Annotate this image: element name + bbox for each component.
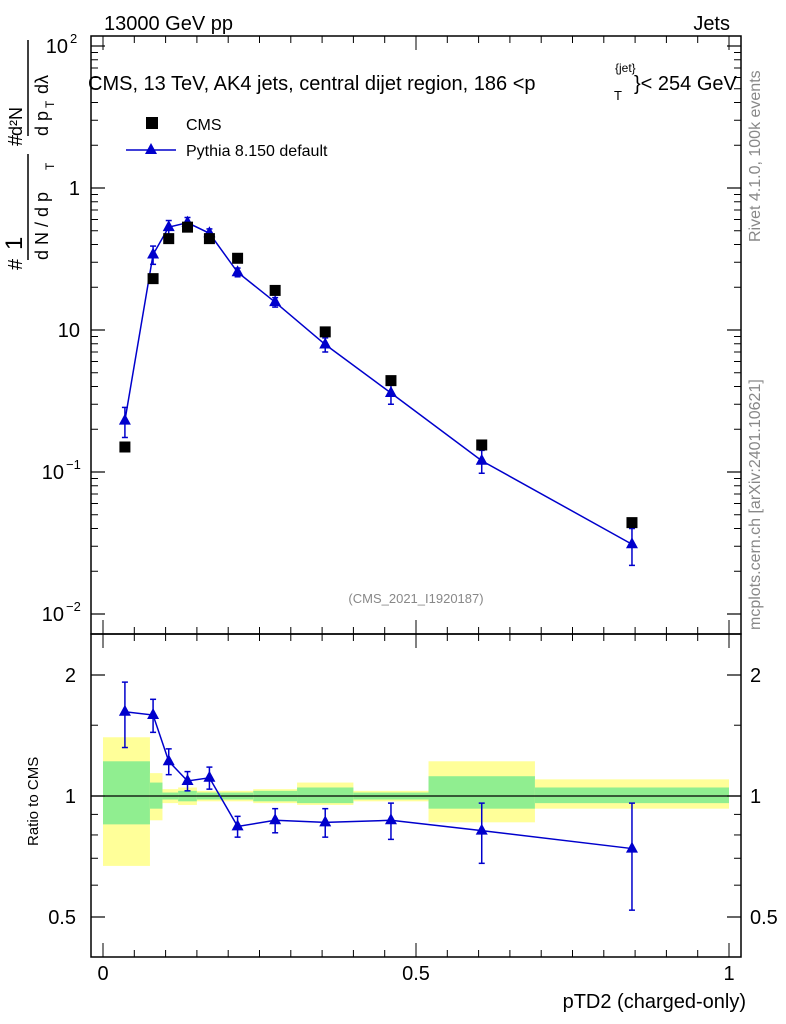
uncertainty-band-inner (297, 787, 354, 804)
svg-text:d p: d p (32, 111, 52, 136)
title-main: CMS, 13 TeV, AK4 jets, central dijet reg… (88, 73, 536, 95)
y-tick-exp-top: −1 (66, 457, 81, 472)
ratio-point (118, 704, 131, 716)
y-tick-label-bottom-right: 0.5 (750, 907, 778, 929)
pythia-point (625, 537, 638, 549)
ratio-point (231, 819, 244, 831)
cms-point (269, 284, 281, 296)
y-axis-label-bottom: Ratio to CMS (25, 757, 42, 846)
y-tick-label-bottom: 1 (65, 786, 76, 808)
pythia-point (162, 220, 175, 232)
title-sup: {jet} (615, 61, 636, 75)
legend-pythia-label: Pythia 8.150 default (186, 143, 328, 160)
title-sub: T (614, 88, 622, 103)
svg-text:dλ: dλ (32, 75, 52, 94)
ratio-point (147, 708, 160, 720)
y-tick-label-bottom-right: 1 (750, 786, 761, 808)
pythia-point (384, 386, 397, 398)
ratio-point (625, 841, 638, 853)
y-tick-label-top: 1 (69, 178, 80, 200)
cms-point (319, 326, 331, 338)
svg-text:#: # (5, 134, 27, 146)
pythia-point (319, 337, 332, 349)
ratio-point (162, 754, 175, 766)
y-tick-label-top: 10 (46, 36, 68, 58)
rivet-label: Rivet 4.1.0, 100k events (747, 70, 764, 242)
header-jets: Jets (693, 13, 730, 35)
cms-point (182, 221, 194, 233)
header-energy: 13000 GeV pp (104, 13, 233, 35)
mcplots-label: mcplots.cern.ch [arXiv:2401.10621] (747, 379, 764, 630)
svg-text:1: 1 (1, 237, 28, 250)
title-end: }< 254 GeV (634, 73, 738, 95)
pythia-point (147, 247, 160, 259)
cms-point (163, 233, 175, 245)
cms-point (476, 439, 488, 451)
x-tick-label: 1 (723, 963, 734, 985)
x-tick-label: 0 (97, 963, 108, 985)
ratio-panel: 0 0.5 1 2 2 1 1 0.5 0.5 (48, 633, 778, 985)
x-tick-label: 0.5 (402, 963, 430, 985)
legend: CMS Pythia 8.150 default (126, 117, 328, 160)
pythia-line (124, 221, 633, 545)
legend-cms-label: CMS (186, 117, 222, 134)
svg-text:d²N: d²N (6, 107, 26, 136)
y-tick-exp-top: −2 (66, 599, 81, 614)
cms-point (147, 273, 159, 285)
svg-text:d N / d p: d N / d p (32, 192, 52, 260)
ratio-point (269, 813, 282, 825)
y-axis-label-top: # 1 d N / d p T # d²N d p T dλ (1, 40, 57, 270)
pythia-point (475, 453, 488, 465)
svg-text:T: T (43, 162, 57, 170)
uncertainty-band-inner (103, 761, 150, 825)
cms-point (203, 233, 215, 245)
cms-point (232, 252, 244, 264)
pythia-point (231, 265, 244, 277)
cms-point (119, 441, 131, 453)
ratio-point (203, 770, 216, 782)
y-tick-label-top: 10 (58, 320, 80, 342)
legend-cms-marker (146, 117, 158, 129)
pythia-point (269, 295, 282, 307)
uncertainty-band-inner (534, 787, 729, 804)
svg-text:T: T (43, 100, 57, 108)
chart-title: CMS, 13 TeV, AK4 jets, central dijet reg… (88, 61, 738, 103)
cms-point (385, 375, 397, 387)
legend-pythia-marker (145, 143, 157, 154)
x-axis-label: pTD2 (charged-only) (563, 991, 746, 1013)
y-tick-exp-top: 2 (70, 31, 77, 46)
cms-point (626, 517, 638, 529)
svg-text:#: # (5, 258, 27, 270)
y-tick-label-bottom: 0.5 (48, 907, 76, 929)
y-tick-label-top: 10 (42, 604, 64, 626)
analysis-label: (CMS_2021_I1920187) (348, 591, 483, 606)
y-tick-label-top: 10 (42, 462, 64, 484)
y-tick-label-bottom-right: 2 (750, 665, 761, 687)
y-tick-label-bottom: 2 (65, 665, 76, 687)
ratio-point (181, 773, 194, 785)
ratio-point (475, 823, 488, 835)
ratio-point (384, 813, 397, 825)
ratio-point (319, 815, 332, 827)
pythia-point (118, 413, 131, 425)
